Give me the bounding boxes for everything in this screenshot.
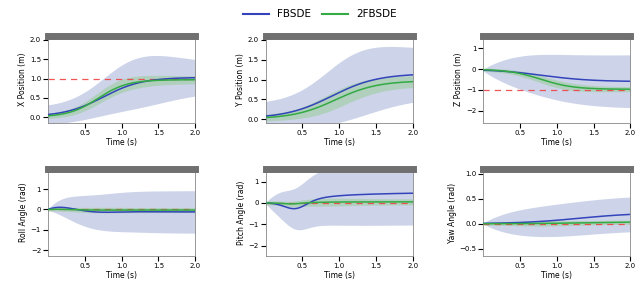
X-axis label: Time (s): Time (s) (541, 138, 572, 147)
Y-axis label: Roll Angle (rad): Roll Angle (rad) (19, 183, 28, 242)
X-axis label: Time (s): Time (s) (324, 271, 355, 280)
X-axis label: Time (s): Time (s) (106, 138, 137, 147)
X-axis label: Time (s): Time (s) (324, 138, 355, 147)
Y-axis label: Z Position (m): Z Position (m) (454, 53, 463, 106)
Y-axis label: Y Position (m): Y Position (m) (236, 53, 244, 106)
Y-axis label: X Position (m): X Position (m) (18, 53, 27, 106)
Legend: FBSDE, 2FBSDE: FBSDE, 2FBSDE (239, 5, 401, 24)
X-axis label: Time (s): Time (s) (106, 271, 137, 280)
Y-axis label: Pitch Angle (rad): Pitch Angle (rad) (237, 180, 246, 245)
Y-axis label: Yaw Angle (rad): Yaw Angle (rad) (447, 182, 456, 243)
X-axis label: Time (s): Time (s) (541, 271, 572, 280)
